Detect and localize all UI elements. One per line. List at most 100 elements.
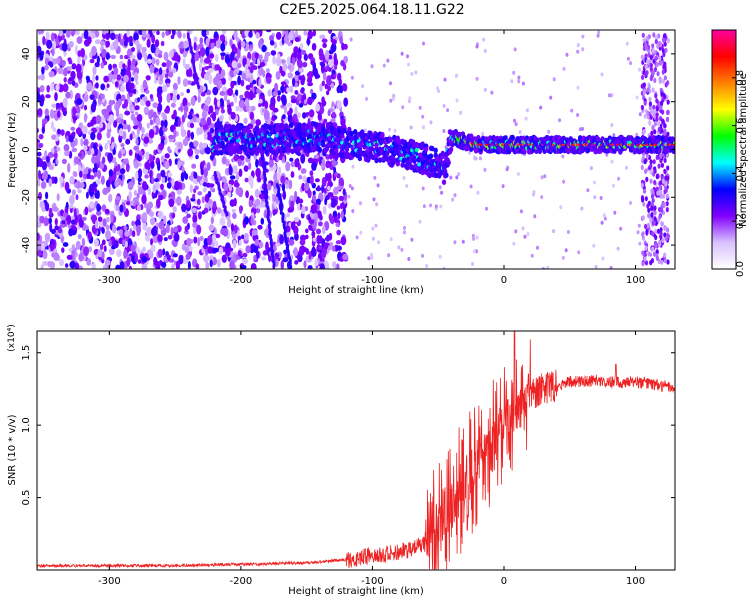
heatmap-cell bbox=[117, 33, 121, 43]
heatmap-cell bbox=[640, 54, 644, 60]
heatmap-cell bbox=[106, 122, 112, 130]
heatmap-cell bbox=[258, 54, 263, 60]
heatmap-cell bbox=[50, 49, 54, 54]
heatmap-cell bbox=[131, 47, 135, 52]
heatmap-cell bbox=[540, 195, 544, 200]
heatmap-cell bbox=[128, 265, 132, 269]
heatmap-cell bbox=[71, 31, 75, 37]
heatmap-cell bbox=[475, 235, 479, 240]
heatmap-cell bbox=[438, 254, 442, 259]
heatmap-cell bbox=[80, 48, 85, 58]
heatmap-cell bbox=[245, 68, 250, 77]
heatmap-cell bbox=[342, 83, 347, 92]
heatmap-cell bbox=[339, 35, 343, 45]
heatmap-cell bbox=[62, 83, 69, 93]
heatmap-cell bbox=[665, 193, 670, 199]
heatmap-cell bbox=[371, 236, 375, 241]
heatmap-cell bbox=[252, 80, 257, 85]
heatmap-cell bbox=[120, 94, 126, 102]
heatmap-cell bbox=[446, 159, 451, 166]
heatmap-cell bbox=[116, 74, 122, 81]
heatmap-cell bbox=[258, 241, 264, 249]
heatmap-cell bbox=[123, 225, 128, 231]
heatmap-cell bbox=[297, 203, 301, 212]
heatmap-cell bbox=[115, 196, 121, 201]
heatmap-cell bbox=[440, 190, 444, 195]
heatmap-cell bbox=[386, 58, 390, 63]
heatmap-cell bbox=[204, 99, 210, 106]
heatmap-cell bbox=[400, 51, 404, 56]
heatmap-cell bbox=[255, 250, 260, 259]
heatmap-cell bbox=[41, 66, 45, 75]
heatmap-cell bbox=[539, 105, 543, 110]
heatmap-cell bbox=[459, 110, 463, 115]
heatmap-cell bbox=[108, 63, 113, 71]
heatmap-cell bbox=[656, 71, 660, 77]
heatmap-cell bbox=[661, 78, 666, 84]
heatmap-cell bbox=[485, 206, 488, 211]
heatmap-cell bbox=[196, 198, 201, 205]
heatmap-cell bbox=[277, 95, 281, 102]
heatmap-cell bbox=[235, 89, 239, 97]
heatmap-cell bbox=[289, 122, 294, 128]
heatmap-cell bbox=[118, 150, 122, 159]
heatmap-cell bbox=[297, 112, 301, 119]
heatmap-cell bbox=[225, 215, 231, 221]
heatmap-cell bbox=[269, 40, 275, 46]
heatmap-cell bbox=[135, 111, 139, 116]
heatmap-cell bbox=[104, 143, 108, 150]
heatmap-cell bbox=[182, 78, 188, 87]
figure-title: C2E5.2025.064.18.11.G22 bbox=[279, 2, 464, 18]
heatmap-cell bbox=[370, 255, 374, 260]
heatmap-cell bbox=[145, 151, 150, 161]
heatmap-cell bbox=[149, 94, 154, 99]
heatmap-cell bbox=[219, 149, 224, 156]
heatmap-cell bbox=[275, 242, 281, 247]
heatmap-cell bbox=[581, 34, 585, 39]
heatmap-cell bbox=[478, 156, 482, 161]
heatmap-cell bbox=[167, 234, 173, 240]
heatmap-cell bbox=[182, 33, 186, 39]
heatmap-cell bbox=[99, 40, 106, 46]
heatmap-cell bbox=[369, 146, 374, 152]
heatmap-cell bbox=[270, 96, 276, 107]
heatmap-cell bbox=[315, 103, 321, 112]
heatmap-cell bbox=[85, 191, 89, 199]
heatmap-cell bbox=[635, 95, 639, 100]
heatmap-cell bbox=[469, 184, 473, 189]
heatmap-cell bbox=[218, 80, 223, 89]
heatmap-cell bbox=[226, 99, 230, 105]
heatmap-cell bbox=[388, 127, 392, 132]
heatmap-cell bbox=[576, 113, 580, 117]
heatmap-cell bbox=[138, 150, 143, 156]
heatmap-cell bbox=[640, 104, 645, 111]
heatmap-cell bbox=[602, 213, 606, 218]
heatmap-cell bbox=[115, 108, 119, 118]
heatmap-cell bbox=[658, 105, 663, 111]
heatmap-cell bbox=[324, 197, 328, 206]
heatmap-cell bbox=[136, 204, 141, 212]
heatmap-cell bbox=[263, 161, 269, 166]
heatmap-cell bbox=[229, 175, 236, 180]
heatmap-cell bbox=[629, 200, 633, 205]
heatmap-cell bbox=[123, 74, 129, 83]
heatmap-cell bbox=[46, 85, 50, 93]
heatmap-cell bbox=[248, 199, 253, 208]
heatmap-cell bbox=[220, 42, 226, 52]
heatmap-cell bbox=[314, 258, 319, 267]
heatmap-cell bbox=[389, 81, 392, 86]
heatmap-cell bbox=[311, 161, 317, 171]
heatmap-cell bbox=[309, 128, 314, 135]
heatmap-cell bbox=[280, 70, 286, 77]
heatmap-cell bbox=[164, 153, 170, 159]
heatmap-cell bbox=[246, 149, 251, 156]
heatmap-cell bbox=[77, 234, 82, 240]
heatmap-cell bbox=[64, 150, 70, 157]
heatmap-cell bbox=[196, 224, 202, 235]
heatmap-cell bbox=[230, 223, 235, 232]
heatmap-cell bbox=[239, 123, 244, 129]
heatmap-cell bbox=[638, 241, 642, 246]
heatmap-cell bbox=[251, 148, 256, 155]
heatmap-cell bbox=[101, 204, 107, 212]
heatmap-cell bbox=[197, 84, 201, 90]
